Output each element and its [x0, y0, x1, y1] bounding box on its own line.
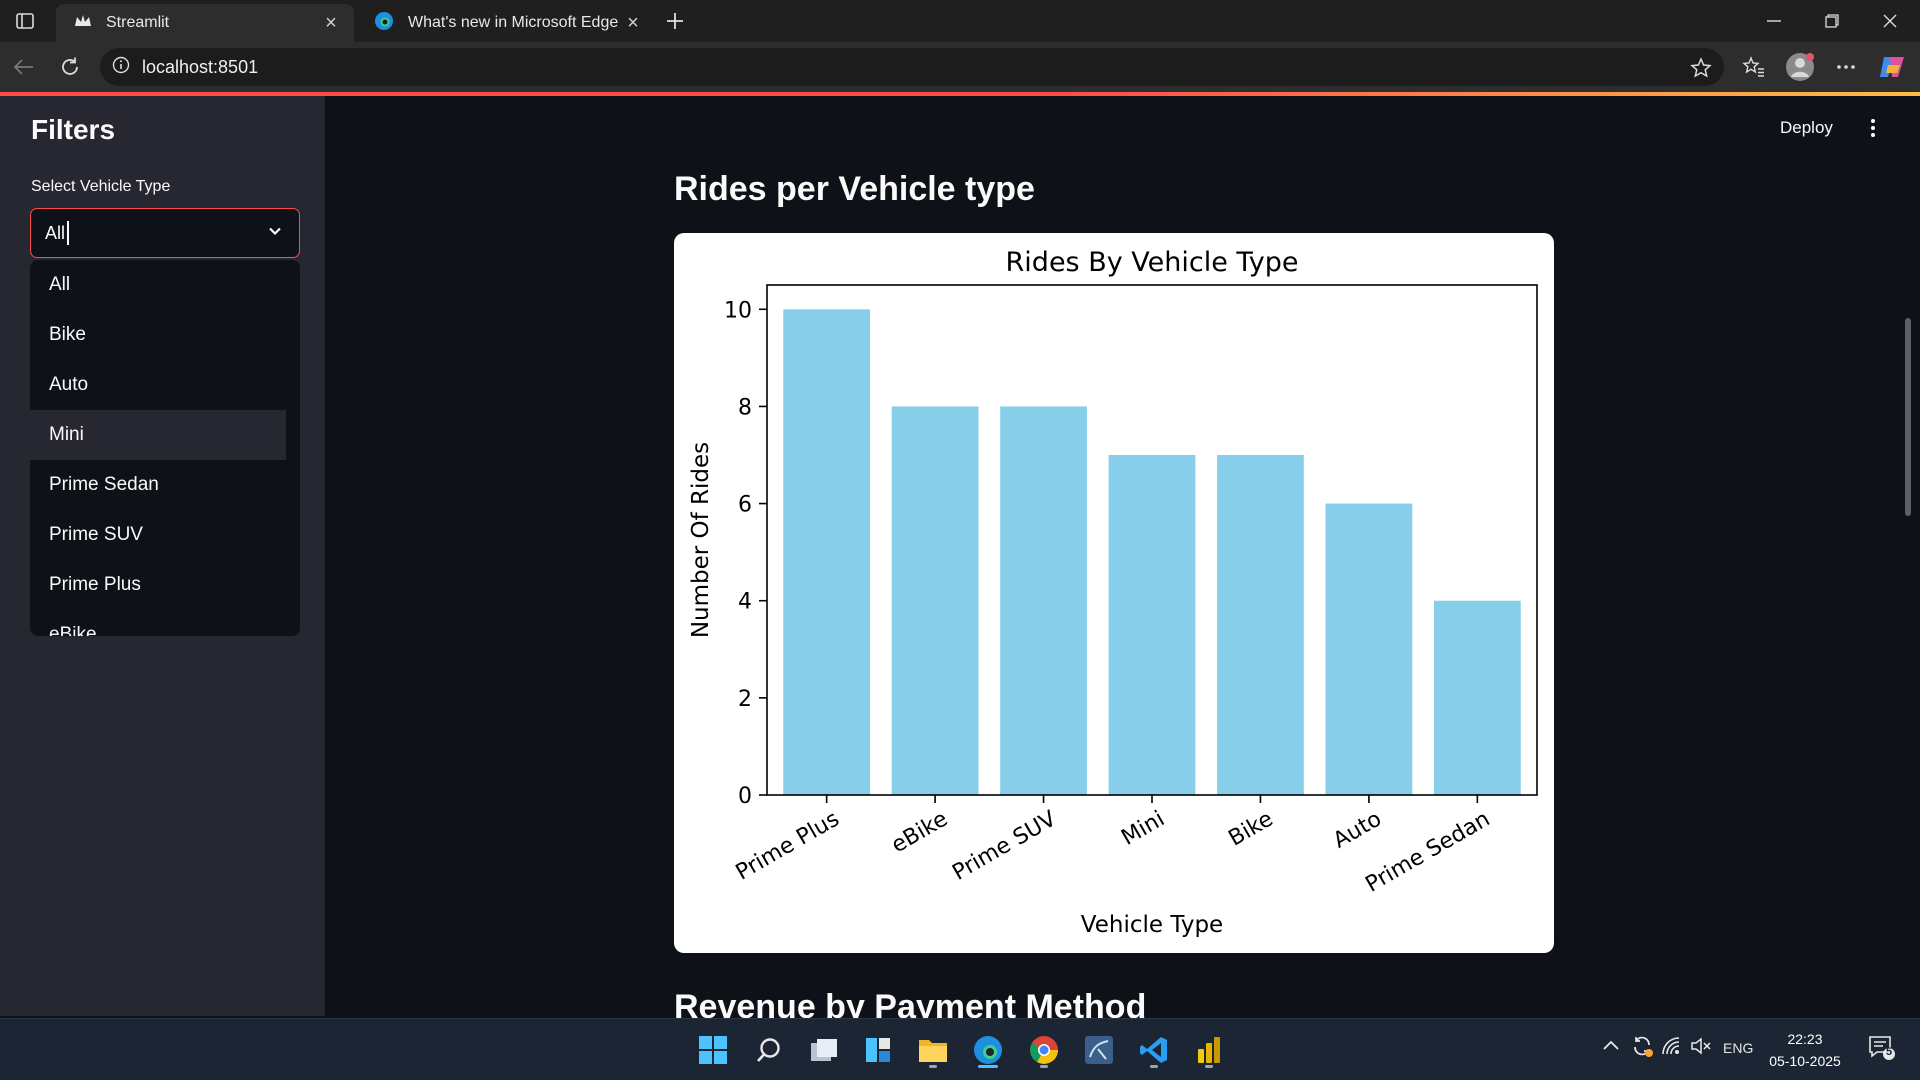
url-text: localhost:8501: [142, 56, 259, 77]
dropdown-option-all[interactable]: All: [49, 274, 71, 295]
y-tick-label: 4: [738, 590, 752, 615]
x-tick-label: Mini: [1117, 807, 1169, 851]
widgets-icon[interactable]: [858, 1030, 898, 1070]
x-tick-label: Prime SUV: [948, 807, 1060, 886]
mysql-workbench-icon[interactable]: [1079, 1030, 1119, 1070]
plot-frame: [766, 284, 1538, 796]
close-window-icon[interactable]: [1861, 0, 1919, 42]
vehicle-type-select[interactable]: All: [30, 208, 300, 258]
text-cursor: [67, 221, 69, 245]
windows-start-icon[interactable]: [693, 1030, 733, 1070]
restore-icon[interactable]: [1803, 0, 1861, 42]
wifi-icon[interactable]: [1661, 1036, 1683, 1059]
volume-muted-icon[interactable]: [1690, 1037, 1712, 1058]
task-view-icon[interactable]: [804, 1030, 844, 1070]
refresh-icon[interactable]: [54, 51, 86, 83]
dropdown-option-ebike[interactable]: eBike: [49, 624, 97, 636]
chart-card: Rides By Vehicle Type Vehicle Type Numbe…: [674, 233, 1554, 953]
main-menu-icon[interactable]: [1870, 118, 1876, 143]
browser-address-bar: localhost:8501: [0, 42, 1920, 92]
windows-taskbar: ENG 5: [0, 1018, 1920, 1080]
more-options-icon[interactable]: [1830, 51, 1862, 83]
chart-bar: [1325, 503, 1413, 795]
file-explorer-icon[interactable]: [913, 1030, 953, 1070]
chart-bar: [1433, 600, 1521, 795]
x-axis-label: Vehicle Type: [1081, 912, 1223, 938]
y-tick-label: 6: [738, 493, 752, 518]
chrome-icon[interactable]: [1024, 1030, 1064, 1070]
select-value: All: [45, 222, 66, 243]
search-icon[interactable]: [749, 1030, 789, 1070]
deploy-button[interactable]: Deploy: [1780, 118, 1833, 137]
edge-taskbar-icon[interactable]: [968, 1030, 1008, 1070]
y-axis-label: Number Of Rides: [688, 442, 714, 638]
x-tick-label: eBike: [887, 807, 952, 859]
running-indicator: [1205, 1065, 1213, 1068]
chart-bar: [891, 406, 979, 795]
app-header-accent-line: [0, 92, 1920, 96]
favorites-icon[interactable]: [1738, 51, 1770, 83]
minimize-icon[interactable]: [1745, 0, 1803, 42]
taskbar-clock[interactable]: 22:23 05-10-2025: [1765, 1028, 1845, 1072]
notifications-icon[interactable]: 5: [1868, 1035, 1896, 1064]
sidebar-title: Filters: [31, 114, 116, 145]
chart-bar: [1217, 455, 1304, 795]
copilot-icon[interactable]: [1876, 51, 1908, 83]
section-title: Rides per Vehicle type: [674, 170, 1035, 208]
dropdown-option-bike[interactable]: Bike: [49, 324, 86, 345]
new-tab-icon[interactable]: [652, 0, 698, 42]
back-arrow-icon[interactable]: [8, 51, 40, 83]
running-indicator: [1150, 1065, 1158, 1068]
power-bi-icon[interactable]: [1189, 1030, 1229, 1070]
x-tick-label: Prime Plus: [732, 807, 844, 886]
input-language[interactable]: ENG: [1723, 1040, 1754, 1056]
clock-date: 05-10-2025: [1769, 1053, 1841, 1069]
notification-count: 5: [1885, 1046, 1893, 1058]
dropdown-option-auto[interactable]: Auto: [49, 374, 89, 395]
x-tick-label: Auto: [1329, 807, 1386, 854]
running-indicator: [1040, 1065, 1048, 1068]
y-tick-label: 10: [724, 298, 752, 323]
dropdown-option-mini[interactable]: Mini: [30, 410, 286, 460]
edge-icon: [374, 11, 394, 36]
chart-title: Rides By Vehicle Type: [1006, 247, 1299, 278]
vscode-icon[interactable]: [1134, 1030, 1174, 1070]
chart-bar: [783, 309, 871, 795]
y-tick-label: 2: [738, 687, 752, 712]
sidebar-toggle-icon[interactable]: [0, 0, 50, 42]
close-icon[interactable]: ×: [627, 11, 639, 34]
sync-status-icon[interactable]: [1630, 1034, 1654, 1061]
close-icon[interactable]: ×: [325, 11, 337, 34]
chevron-down-icon[interactable]: [267, 223, 283, 244]
dropdown-option-prime-sedan[interactable]: Prime Sedan: [49, 474, 159, 495]
vehicle-type-dropdown: All Bike Auto Mini Prime Sedan Prime SUV…: [30, 260, 300, 636]
url-field[interactable]: localhost:8501: [100, 48, 1724, 86]
show-hidden-icons-chevron-icon[interactable]: [1602, 1038, 1620, 1055]
tab-whats-new-edge[interactable]: What's new in Microsoft Edge ×: [356, 4, 656, 42]
running-indicator: [929, 1065, 937, 1068]
clock-time: 22:23: [1787, 1031, 1823, 1047]
scrollbar-thumb[interactable]: [1905, 318, 1911, 516]
y-tick-label: 8: [738, 395, 752, 420]
streamlit-crown-icon: [74, 14, 92, 33]
tab-label: What's new in Microsoft Edge: [408, 14, 619, 31]
page-scrollbar[interactable]: [1904, 96, 1920, 1016]
browser-tab-bar: Streamlit × What's new in Microsoft Edge…: [0, 0, 1920, 42]
chart-bar: [1108, 455, 1196, 795]
tab-streamlit[interactable]: Streamlit ×: [56, 4, 354, 42]
favorite-star-icon[interactable]: [1690, 57, 1712, 84]
chart-bar: [1000, 406, 1087, 795]
y-tick-label: 0: [738, 784, 752, 809]
site-info-icon[interactable]: [112, 56, 130, 79]
active-indicator: [978, 1065, 998, 1068]
x-tick-label: Prime Sedan: [1362, 807, 1495, 898]
profile-avatar-icon[interactable]: [1784, 51, 1816, 83]
select-vehicle-type-label: Select Vehicle Type: [31, 178, 171, 195]
tab-label: Streamlit: [106, 14, 170, 31]
dropdown-option-prime-suv[interactable]: Prime SUV: [49, 524, 143, 545]
dropdown-option-prime-plus[interactable]: Prime Plus: [49, 574, 141, 595]
rides-bar-chart: Rides By Vehicle Type Vehicle Type Numbe…: [688, 247, 1538, 938]
x-tick-label: Bike: [1225, 807, 1278, 852]
